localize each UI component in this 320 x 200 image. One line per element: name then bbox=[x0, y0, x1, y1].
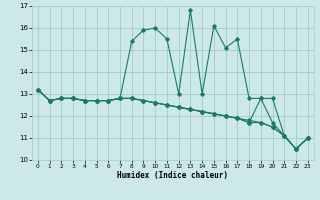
X-axis label: Humidex (Indice chaleur): Humidex (Indice chaleur) bbox=[117, 171, 228, 180]
